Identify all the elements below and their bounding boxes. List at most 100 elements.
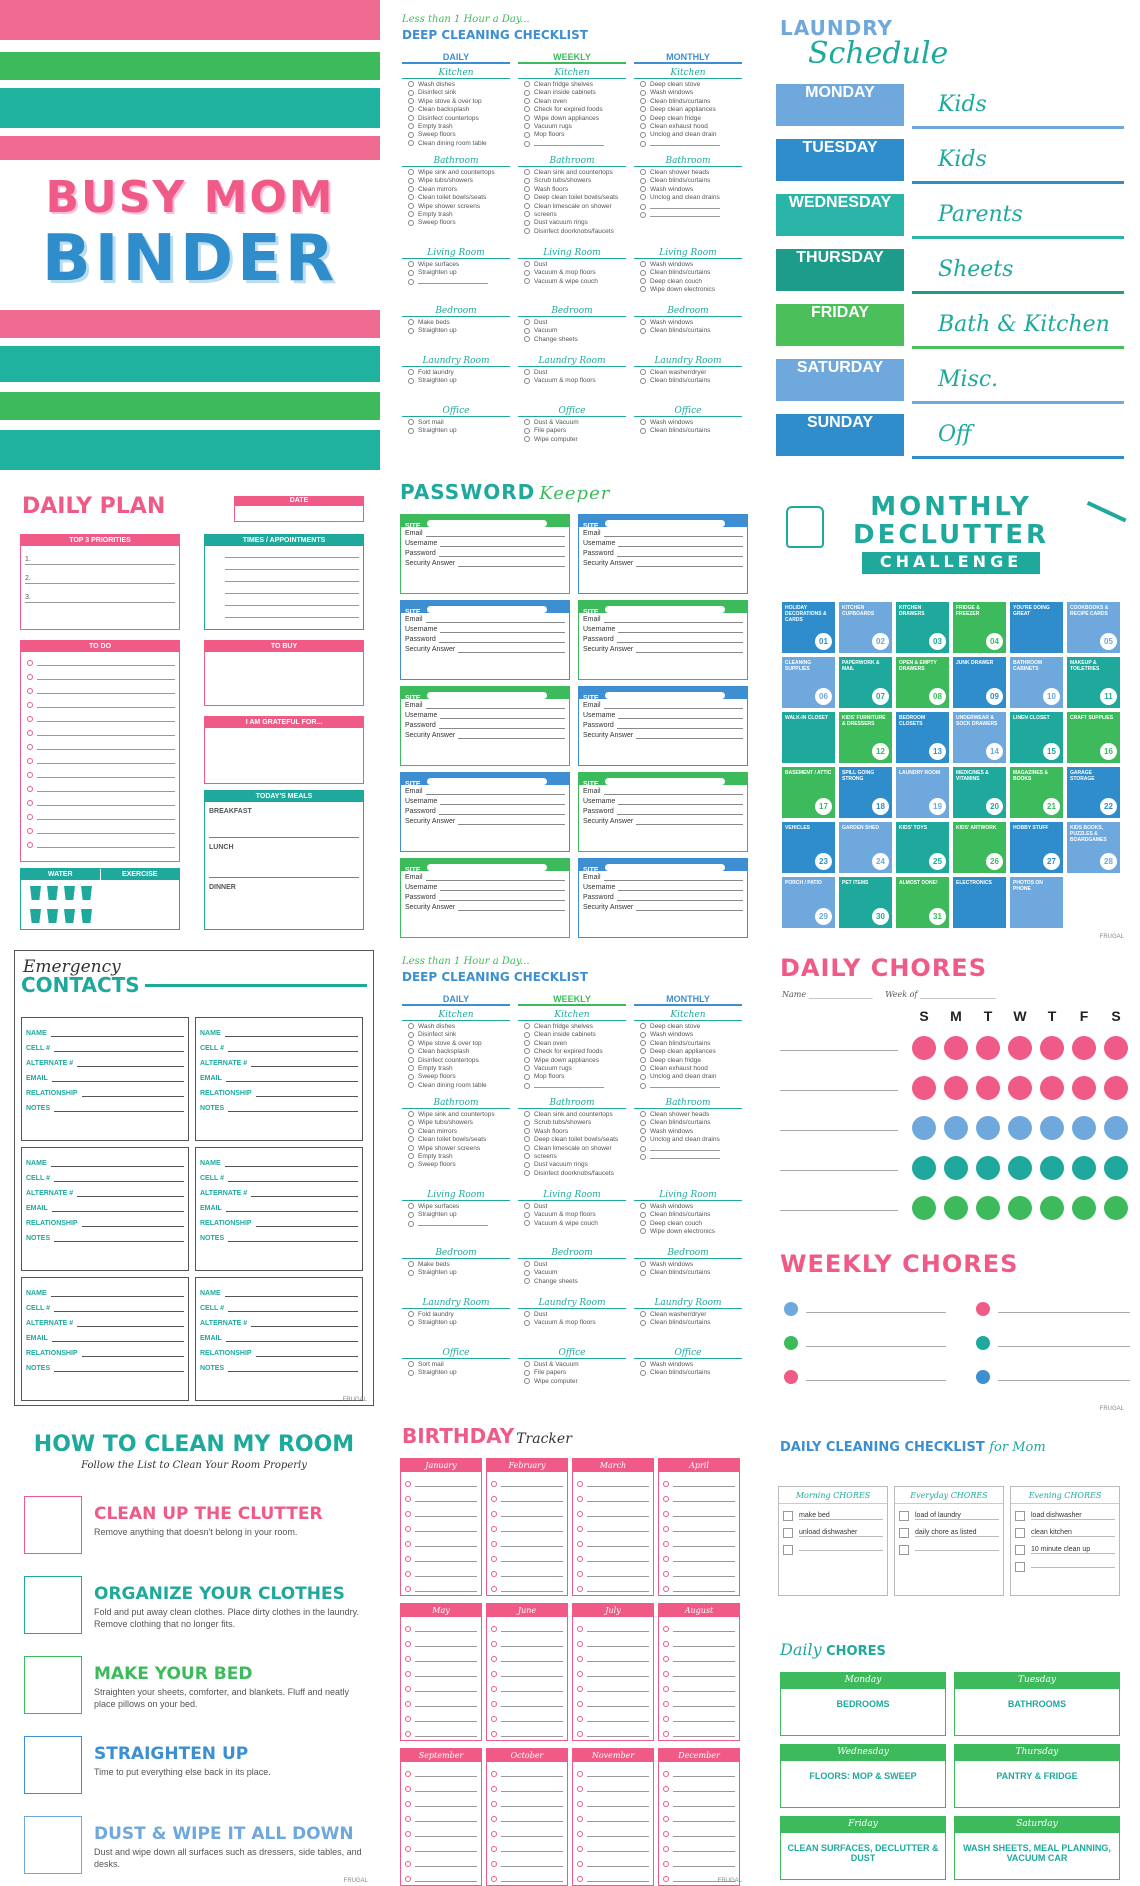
checkbox-icon[interactable] bbox=[408, 131, 414, 138]
checkbox-icon[interactable] bbox=[640, 141, 646, 148]
task-item[interactable]: Sort mail bbox=[408, 1361, 508, 1369]
birthday-line[interactable] bbox=[491, 1523, 563, 1532]
task-item[interactable]: Wash windows bbox=[640, 1128, 740, 1136]
checkbox-icon[interactable] bbox=[577, 1641, 583, 1647]
chore-dot[interactable] bbox=[976, 1036, 1000, 1060]
declutter-day[interactable]: GARDEN SHED 24 bbox=[839, 822, 892, 873]
task-item[interactable]: Empty trash bbox=[408, 1065, 508, 1073]
checkbox-icon[interactable] bbox=[524, 278, 530, 285]
time-line[interactable] bbox=[225, 598, 359, 606]
time-line[interactable] bbox=[225, 610, 359, 618]
weekly-chore-line[interactable] bbox=[806, 1346, 946, 1347]
checkbox-icon[interactable] bbox=[408, 194, 414, 201]
checkbox-icon[interactable] bbox=[491, 1511, 497, 1517]
checkbox-icon[interactable] bbox=[524, 1319, 530, 1326]
checkbox-icon[interactable] bbox=[405, 1831, 411, 1837]
checkbox-icon[interactable] bbox=[408, 1065, 414, 1072]
birthday-line[interactable] bbox=[663, 1523, 735, 1532]
chore-dot[interactable] bbox=[912, 1076, 936, 1100]
checkbox-icon[interactable] bbox=[405, 1801, 411, 1807]
task-item[interactable]: Deep clean fridge bbox=[640, 115, 740, 123]
checkbox-icon[interactable] bbox=[640, 427, 646, 434]
task-item[interactable]: Clean blinds/curtains bbox=[640, 427, 740, 435]
task-item[interactable]: Clean fridge shelves bbox=[524, 1023, 624, 1031]
task-item[interactable]: Vacuum & mop floors bbox=[524, 1319, 624, 1327]
task-item[interactable]: Dust vacuum rings bbox=[524, 1161, 624, 1169]
birthday-line[interactable] bbox=[405, 1653, 477, 1662]
task-item[interactable]: Dust bbox=[524, 1311, 624, 1319]
task-item[interactable]: Scrub tubs/showers bbox=[524, 1119, 624, 1127]
checkbox-icon[interactable] bbox=[27, 800, 33, 806]
contact-field[interactable]: RELATIONSHIP bbox=[26, 1090, 184, 1097]
birthday-line[interactable] bbox=[405, 1828, 477, 1837]
task-item[interactable]: Disinfect doorknobs/faucets bbox=[524, 1170, 624, 1178]
birthday-line[interactable] bbox=[491, 1583, 563, 1592]
todo-line[interactable] bbox=[27, 782, 175, 792]
task-item[interactable]: Wash windows bbox=[640, 1361, 740, 1369]
birthday-line[interactable] bbox=[577, 1568, 649, 1577]
task-item[interactable]: Empty trash bbox=[408, 211, 508, 219]
task-item[interactable]: Deep clean toilet bowls/seats bbox=[524, 194, 624, 202]
checkbox-icon[interactable] bbox=[663, 1786, 669, 1792]
task-item[interactable]: Wash floors bbox=[524, 1128, 624, 1136]
chore-dot[interactable] bbox=[1040, 1156, 1064, 1180]
checkbox-icon[interactable] bbox=[640, 203, 646, 210]
checkbox-icon[interactable] bbox=[524, 377, 530, 384]
contact-field[interactable]: CELL # bbox=[26, 1045, 184, 1052]
chore-dot[interactable] bbox=[1072, 1116, 1096, 1140]
checkbox-icon[interactable] bbox=[27, 814, 33, 820]
mom-chore-item[interactable]: unload dishwasher bbox=[783, 1528, 883, 1538]
task-item[interactable]: Wash windows bbox=[640, 419, 740, 427]
checkbox-icon[interactable] bbox=[27, 674, 33, 680]
water-glass-icon[interactable] bbox=[81, 886, 92, 900]
task-item[interactable]: Sort mail bbox=[408, 419, 508, 427]
birthday-line[interactable] bbox=[405, 1713, 477, 1722]
task-item[interactable]: Mop floors bbox=[524, 1073, 624, 1081]
task-item[interactable]: Disinfect sink bbox=[408, 1031, 508, 1039]
declutter-day[interactable]: BASEMENT / ATTIC 17 bbox=[782, 767, 835, 818]
task-item[interactable]: Clean blinds/curtains bbox=[640, 269, 740, 277]
checkbox-icon[interactable] bbox=[491, 1716, 497, 1722]
task-item[interactable]: Disinfect sink bbox=[408, 89, 508, 97]
checkbox-icon[interactable] bbox=[524, 1040, 530, 1047]
birthday-line[interactable] bbox=[577, 1508, 649, 1517]
task-item[interactable]: Clean blinds/curtains bbox=[640, 177, 740, 185]
task-item[interactable]: Unclog and clean drain bbox=[640, 131, 740, 139]
password-field[interactable]: Email bbox=[583, 530, 743, 537]
task-item[interactable]: Unclog and clean drain bbox=[640, 1073, 740, 1081]
task-item[interactable]: Change sheets bbox=[524, 336, 624, 344]
birthday-line[interactable] bbox=[663, 1783, 735, 1792]
declutter-day[interactable]: PHOTOS ON PHONE bbox=[1010, 877, 1063, 928]
checkbox-icon[interactable] bbox=[27, 772, 33, 778]
checkbox-icon[interactable] bbox=[408, 186, 414, 193]
contact-field[interactable]: CELL # bbox=[26, 1305, 184, 1312]
checkbox-icon[interactable] bbox=[640, 1111, 646, 1118]
checkbox-icon[interactable] bbox=[663, 1496, 669, 1502]
checkbox-icon[interactable] bbox=[577, 1686, 583, 1692]
checkbox-icon[interactable] bbox=[27, 730, 33, 736]
birthday-line[interactable] bbox=[405, 1638, 477, 1647]
chore-line[interactable] bbox=[780, 1170, 898, 1171]
time-line[interactable] bbox=[225, 550, 359, 558]
checkbox-icon[interactable] bbox=[405, 1641, 411, 1647]
task-item[interactable] bbox=[640, 140, 740, 148]
birthday-line[interactable] bbox=[663, 1728, 735, 1737]
birthday-line[interactable] bbox=[577, 1783, 649, 1792]
checkbox-icon[interactable] bbox=[408, 1048, 414, 1055]
checkbox-icon[interactable] bbox=[640, 1261, 646, 1268]
water-glass-icon[interactable] bbox=[64, 886, 75, 900]
checkbox-icon[interactable] bbox=[524, 1119, 530, 1126]
contact-field[interactable]: NAME bbox=[200, 1290, 358, 1297]
checkbox-icon[interactable] bbox=[408, 202, 414, 209]
birthday-line[interactable] bbox=[663, 1843, 735, 1852]
task-item[interactable]: Wipe surfaces bbox=[408, 1203, 508, 1211]
checkbox-icon[interactable] bbox=[405, 1786, 411, 1792]
checkbox-icon[interactable] bbox=[663, 1816, 669, 1822]
birthday-line[interactable] bbox=[577, 1698, 649, 1707]
checkbox-icon[interactable] bbox=[524, 1065, 530, 1072]
checkbox-icon[interactable] bbox=[577, 1716, 583, 1722]
task-item[interactable]: Clean shower heads bbox=[640, 1111, 740, 1119]
chore-dot[interactable] bbox=[976, 1076, 1000, 1100]
task-item[interactable]: Vacuum bbox=[524, 327, 624, 335]
checkbox-icon[interactable] bbox=[577, 1526, 583, 1532]
